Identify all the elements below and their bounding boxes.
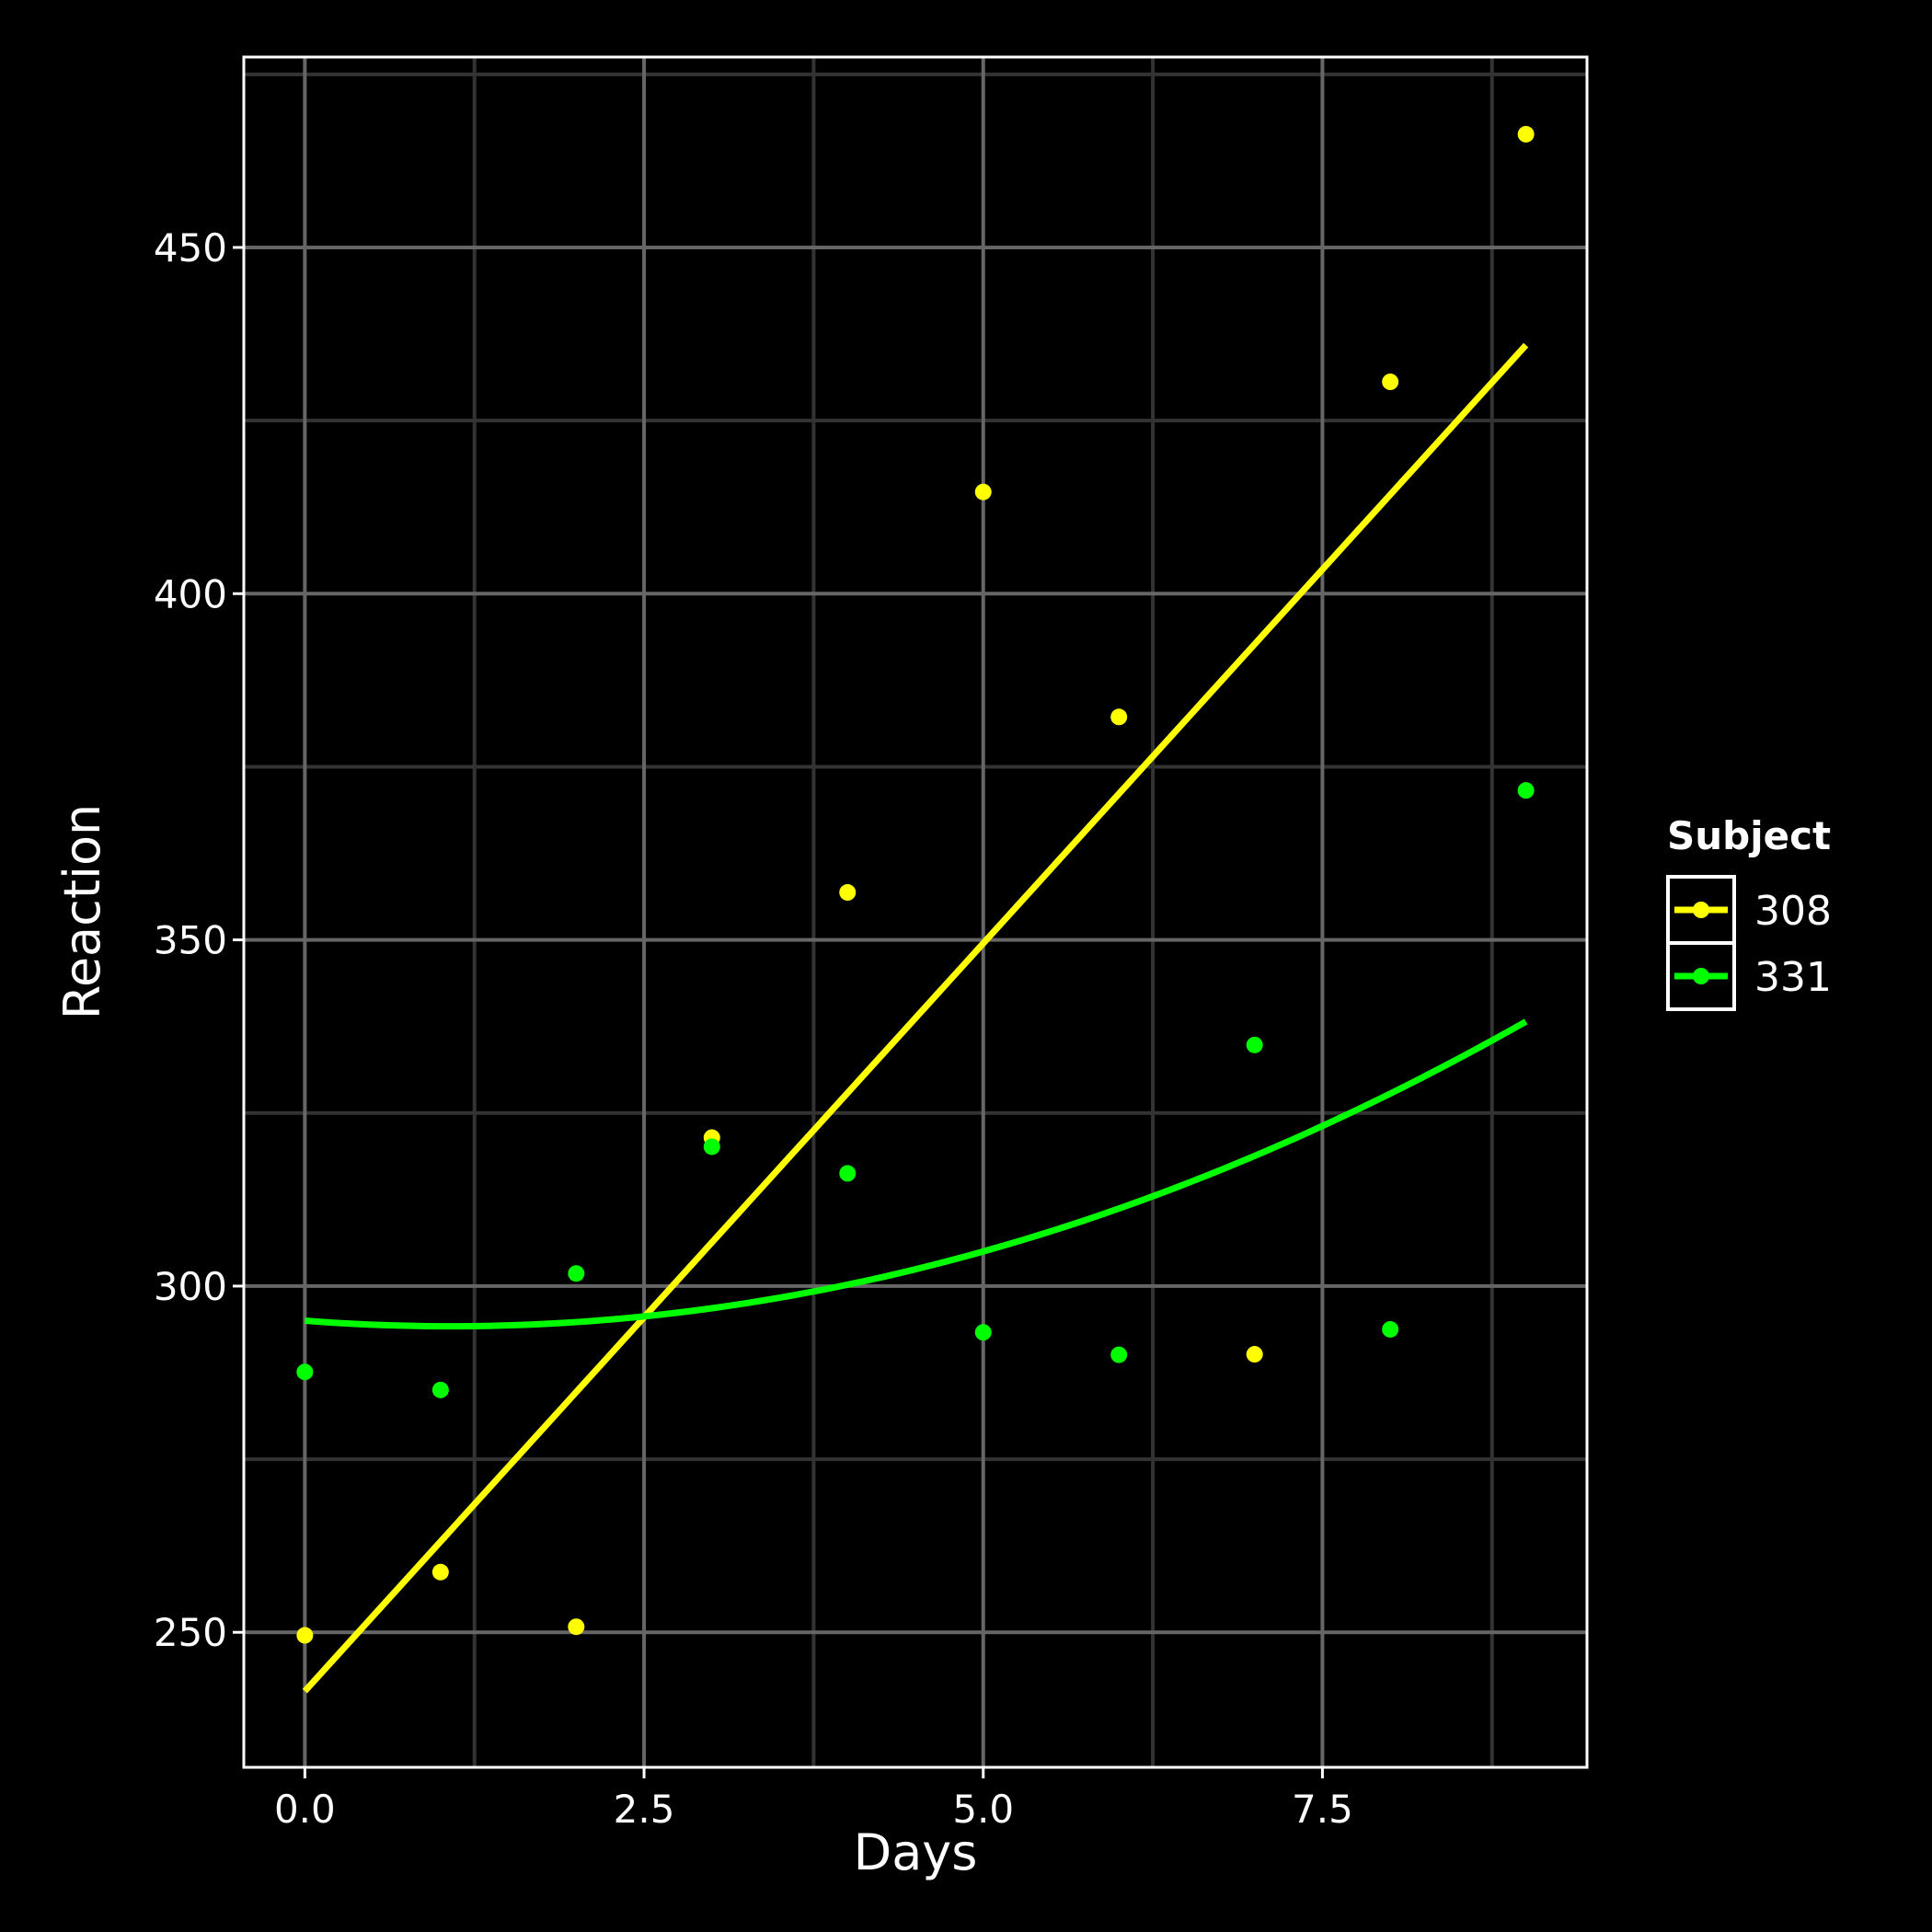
x-axis-title: Days: [854, 1823, 978, 1881]
data-point-331: [568, 1265, 585, 1282]
data-point-308: [974, 483, 992, 500]
data-point-331: [839, 1165, 857, 1182]
data-point-308: [431, 1563, 449, 1581]
major-grid: [244, 57, 1587, 1767]
x-tick-label: 7.5: [1292, 1787, 1353, 1832]
legend-label-331: 331: [1754, 954, 1832, 1001]
legend-marker-331: [1693, 968, 1709, 984]
fit-line-308: [302, 342, 1529, 1694]
y-tick-label: 250: [154, 1610, 227, 1655]
data-point-331: [1246, 1036, 1263, 1053]
data-point-331: [1382, 1320, 1399, 1338]
x-tick-label: 0.0: [274, 1787, 336, 1832]
minor-grid: [244, 57, 1587, 1767]
data-point-308: [839, 884, 857, 902]
data-point-308: [296, 1627, 314, 1644]
x-tick-label: 2.5: [614, 1787, 675, 1832]
data-point-331: [1110, 1346, 1128, 1363]
data-point-308: [1517, 125, 1535, 143]
data-point-308: [1110, 708, 1128, 726]
data-point-331: [703, 1138, 720, 1156]
plot-panel: [244, 57, 1587, 1767]
data-point-331: [974, 1324, 992, 1341]
y-axis: 250 300 350 400 450: [154, 225, 244, 1655]
data-point-308: [1382, 374, 1399, 391]
data-point-308: [1246, 1346, 1263, 1363]
legend-marker-308: [1693, 902, 1709, 918]
fit-line-331: [305, 1018, 1528, 1330]
plot-border: [242, 55, 1589, 1769]
y-tick-label: 350: [154, 918, 227, 963]
legend-label-308: 308: [1754, 888, 1832, 935]
y-tick-label: 450: [154, 225, 227, 270]
data-points: [296, 125, 1535, 1644]
fit-lines: [302, 342, 1529, 1694]
y-tick-label: 300: [154, 1264, 227, 1309]
x-axis: 0.0 2.5 5.0 7.5: [274, 1767, 1353, 1832]
y-axis-title: Reaction: [53, 804, 111, 1020]
y-tick-label: 400: [154, 571, 227, 616]
data-point-331: [296, 1363, 314, 1381]
legend: Subject 308 331: [1666, 813, 1832, 1011]
x-tick-label: 5.0: [952, 1787, 1014, 1832]
legend-title: Subject: [1667, 813, 1831, 858]
data-point-331: [431, 1381, 449, 1398]
data-point-331: [1517, 782, 1535, 799]
data-point-308: [568, 1618, 585, 1636]
